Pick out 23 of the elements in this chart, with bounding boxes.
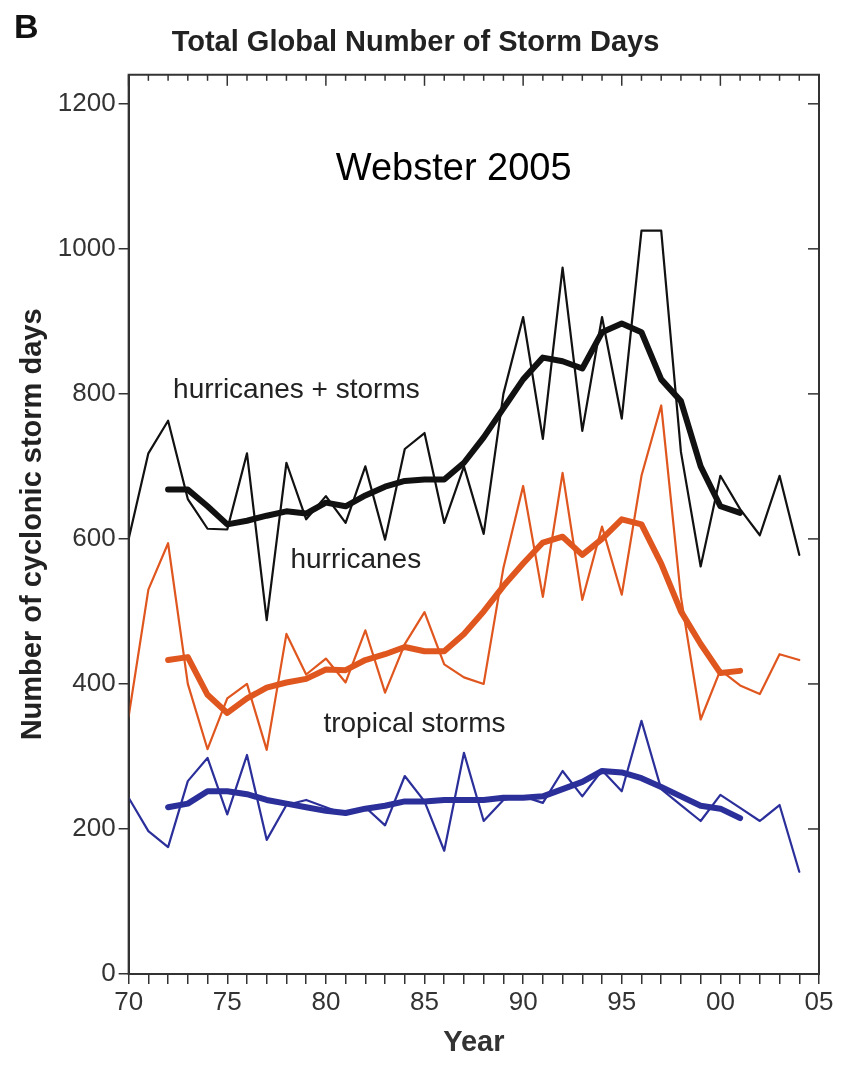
annotation: hurricanes + storms xyxy=(173,373,420,405)
x-tick-label: 95 xyxy=(607,985,637,1016)
y-tick-label: 800 xyxy=(72,377,116,408)
y-tick-label: 200 xyxy=(72,812,116,843)
chart-title: Total Global Number of Storm Days xyxy=(171,25,660,58)
y-tick-label: 1200 xyxy=(57,86,116,117)
text: B xyxy=(14,7,39,46)
annotation: Webster 2005 xyxy=(335,146,572,189)
x-axis-title: Year xyxy=(443,1024,505,1057)
y-tick-label: 400 xyxy=(72,667,116,698)
x-tick-label: 05 xyxy=(804,985,834,1016)
x-tick-label: 85 xyxy=(410,985,439,1016)
x-tick-label: 00 xyxy=(705,985,735,1016)
y-tick-label: 1000 xyxy=(57,232,116,263)
y-axis-title: Number of cyclonic storm days xyxy=(15,308,48,741)
y-tick-label: 600 xyxy=(72,522,116,553)
x-tick-label: 80 xyxy=(311,985,341,1016)
x-tick-label: 70 xyxy=(114,985,144,1016)
annotation: tropical storms xyxy=(323,706,506,738)
x-tick-label: 90 xyxy=(508,985,538,1016)
annotation: hurricanes xyxy=(290,543,422,575)
y-tick-label: 0 xyxy=(101,957,116,988)
x-tick-label: 75 xyxy=(212,985,242,1016)
